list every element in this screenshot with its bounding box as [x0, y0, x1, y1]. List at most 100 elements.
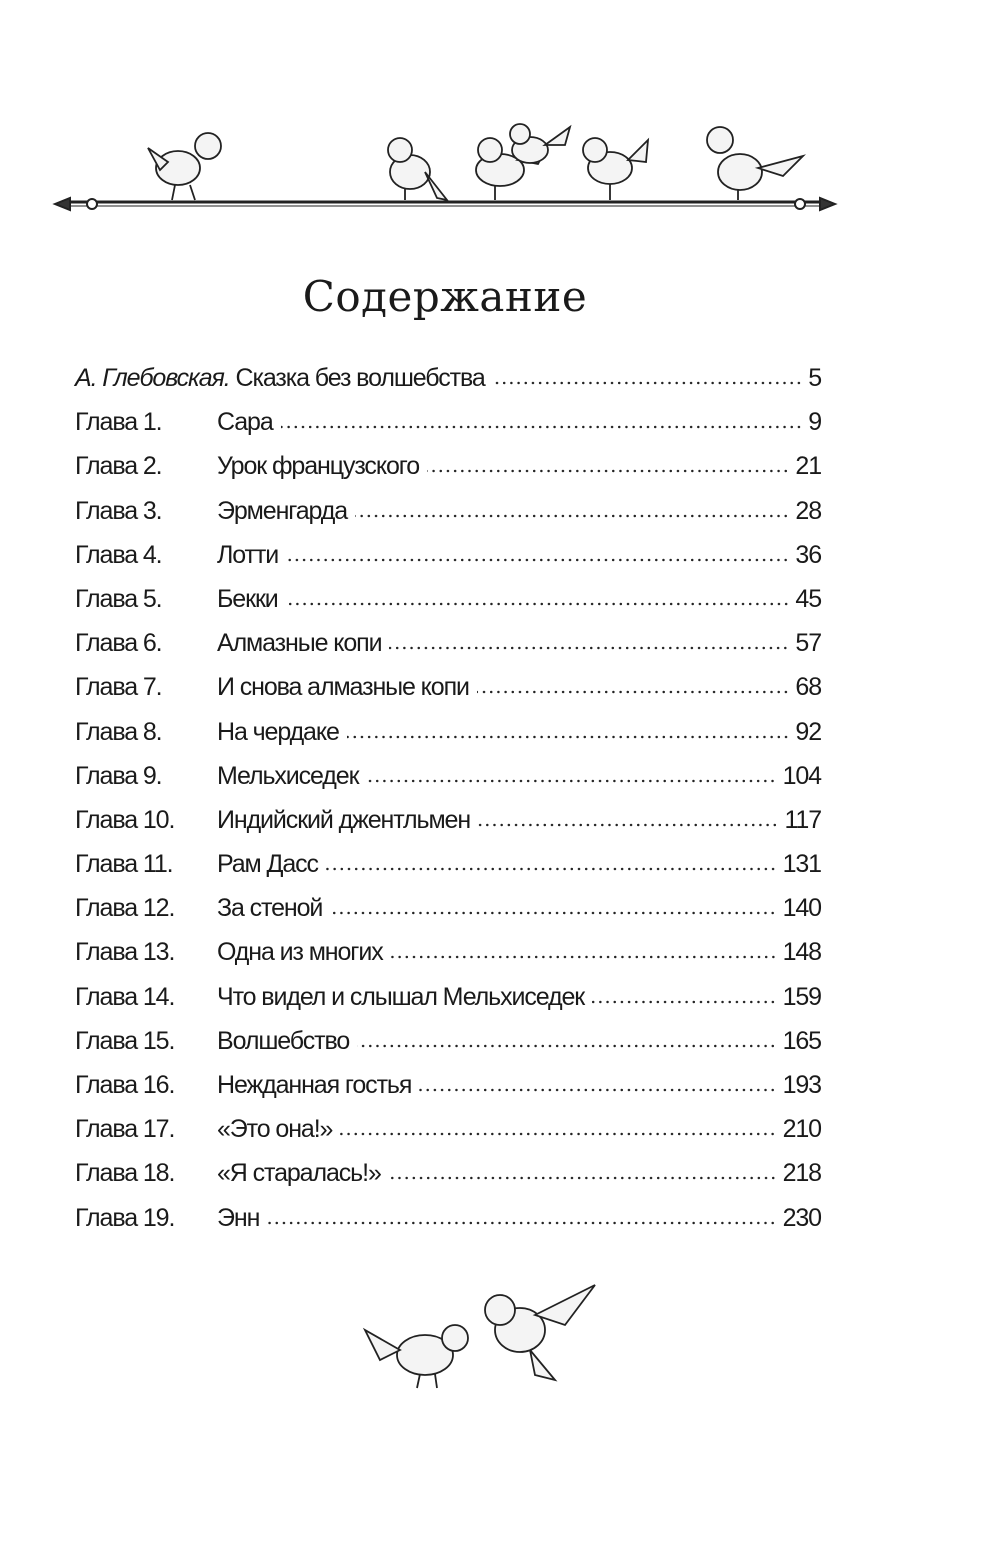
page-number: 57: [795, 629, 822, 658]
chapter-label: Глава 11.: [75, 850, 174, 879]
page-number: 230: [782, 1203, 823, 1232]
chapter-label: Глава 2.: [75, 452, 163, 481]
dot-leader: [492, 380, 803, 386]
page-number: 92: [795, 717, 822, 746]
chapter-label: Глава 18.: [75, 1159, 175, 1188]
page-number: 68: [795, 673, 822, 702]
toc-entry[interactable]: Глава 11. Рам Дасс 131: [75, 850, 822, 894]
toc-entry[interactable]: Глава 2. Урок французского 21: [75, 452, 822, 496]
dot-leader: [388, 1175, 777, 1182]
chapter-label: Глава 5.: [75, 584, 163, 613]
entry-title: «Я старалась!»: [217, 1159, 382, 1188]
bird-3: [475, 137, 548, 200]
dot-leader: [427, 468, 790, 475]
dot-leader: [390, 954, 777, 961]
page-number: 218: [782, 1159, 823, 1188]
toc-entry[interactable]: Глава 15. Волшебство 165: [75, 1026, 823, 1071]
entry-title: Бекки: [217, 584, 279, 613]
toc-entry[interactable]: Глава 8. На чердаке 92: [75, 717, 822, 762]
bird-2: [387, 137, 450, 202]
page-number: 117: [784, 805, 822, 834]
page-number: 36: [795, 540, 822, 569]
entry-title: Эрменгарда: [217, 496, 348, 525]
entry-title: За стеной: [217, 894, 323, 923]
toc-entry[interactable]: Глава 9. Мельхиседек 104: [75, 761, 823, 806]
dot-leader: [478, 821, 779, 828]
entry-author: А. Глебовская.: [75, 364, 231, 392]
toc-entry[interactable]: Глава 4. Лотти 36: [75, 540, 822, 585]
dot-leader: [325, 866, 777, 873]
entry-title: И снова алмазные копи: [217, 673, 470, 702]
page-number: 193: [782, 1071, 823, 1099]
dot-leader: [330, 910, 777, 917]
bird-left: [362, 1324, 469, 1389]
toc-entry[interactable]: Глава 18. «Я старалась!» 218: [75, 1159, 823, 1203]
entry-title-with-author: А. Глебовская. Сказка без волшебства: [75, 364, 486, 393]
toc-entry[interactable]: Глава 17. «Это она!» 210: [75, 1115, 823, 1159]
entry-title: Волшебство: [217, 1026, 350, 1055]
chapter-label: Глава 19.: [75, 1203, 175, 1232]
chapter-label: Глава 8.: [75, 717, 163, 746]
bird-right: [484, 1284, 596, 1382]
chapter-label: Глава 13.: [75, 938, 175, 967]
page-number: 140: [782, 894, 823, 923]
bird-5: [582, 137, 650, 200]
dot-leader: [286, 556, 790, 563]
entry-title: Мельхиседек: [217, 761, 360, 790]
table-of-contents: А. Глебовская. Сказка без волшебства 5 Гла…: [75, 364, 823, 1248]
page-number: 5: [808, 364, 822, 392]
page-title: Содержание: [302, 272, 588, 321]
dot-leader: [366, 777, 777, 784]
toc-entry[interactable]: Глава 16. Нежданная гостья 193: [75, 1071, 823, 1115]
chapter-label: Глава 6.: [75, 629, 163, 658]
chapter-label: Глава 12.: [75, 894, 175, 923]
page-number: 21: [795, 452, 822, 481]
entry-title: Одна из многих: [217, 938, 384, 967]
entry-title: Нежданная гостья: [217, 1071, 412, 1099]
entry-title: Что видел и слышал Мельхиседек: [217, 982, 585, 1011]
chapter-label: Глава 3.: [75, 496, 163, 525]
chapter-label: Глава 15.: [75, 1026, 175, 1055]
page-number: 210: [782, 1115, 823, 1144]
chapter-label: Глава 14.: [75, 982, 175, 1011]
dot-leader: [346, 733, 790, 740]
page-number: 165: [782, 1026, 823, 1055]
entry-title: Рам Дасс: [217, 850, 319, 879]
dot-leader: [357, 1042, 777, 1049]
dot-leader: [592, 998, 777, 1005]
page-number: 104: [782, 761, 823, 790]
toc-entry[interactable]: Глава 19. Энн 230: [75, 1203, 823, 1248]
dot-leader: [280, 424, 803, 431]
chapter-label: Глава 4.: [75, 540, 163, 569]
dot-leader: [285, 600, 790, 607]
page-number: 148: [782, 938, 823, 967]
entry-title: Индийский джентльмен: [217, 805, 471, 834]
dot-leader: [419, 1087, 777, 1093]
page-number: 45: [795, 584, 822, 613]
toc-entry[interactable]: Глава 13. Одна из многих 148: [75, 938, 823, 982]
entry-title: Алмазные копи: [217, 629, 383, 658]
page-number: 159: [782, 982, 823, 1011]
dot-leader: [476, 689, 790, 696]
entry-title: Сказка без волшебства: [235, 364, 486, 392]
entry-title: Лотти: [217, 540, 279, 569]
chapter-label: Глава 7.: [75, 673, 163, 702]
toc-entry[interactable]: Глава 3. Эрменгарда 28: [75, 496, 822, 541]
toc-entry[interactable]: Глава 12. За стеной 140: [75, 894, 823, 938]
bird-4: [509, 123, 572, 164]
chapter-label: Глава 10.: [75, 805, 175, 834]
toc-entry[interactable]: Глава 5. Бекки 45: [75, 584, 822, 629]
birds-on-rod-illustration: [52, 123, 838, 212]
dot-leader: [355, 512, 790, 519]
dot-leader: [340, 1131, 777, 1138]
toc-entry[interactable]: Глава 6. Алмазные копи 57: [75, 629, 822, 673]
chapter-label: Глава 1.: [75, 408, 163, 437]
toc-entry[interactable]: Глава 10. Индийский джентльмен 117: [75, 805, 822, 850]
page-number: 28: [795, 496, 822, 525]
two-birds-illustration: [362, 1284, 596, 1389]
toc-entry[interactable]: Глава 1. Сара 9: [75, 408, 822, 452]
toc-entry[interactable]: Глава 14. Что видел и слышал Мельхиседек 1…: [75, 982, 823, 1027]
toc-entry[interactable]: А. Глебовская. Сказка без волшебства 5: [75, 364, 822, 408]
chapter-label: Глава 17.: [75, 1115, 175, 1144]
toc-entry[interactable]: Глава 7. И снова алмазные копи 68: [75, 673, 822, 717]
